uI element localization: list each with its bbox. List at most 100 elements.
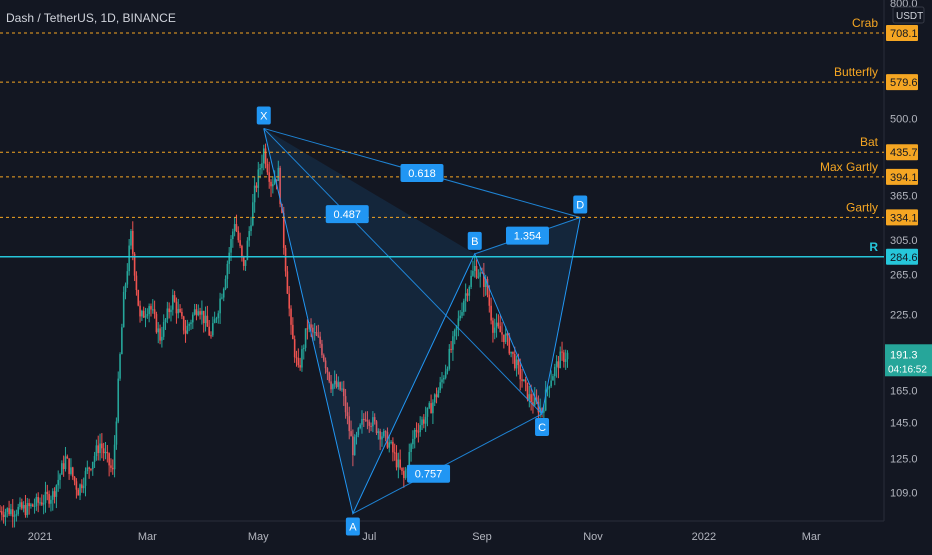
candle-body	[559, 351, 562, 369]
candle-body	[463, 300, 465, 313]
ratio-badge[interactable]	[407, 464, 451, 483]
candle-body	[175, 301, 178, 314]
candle-body	[99, 443, 101, 454]
time-tick-label: 2021	[28, 531, 52, 543]
candle-body	[530, 394, 532, 403]
pattern-point-label: C	[538, 422, 546, 434]
candle-body	[4, 511, 7, 518]
time-tick-label: Mar	[138, 531, 157, 543]
candle-body	[117, 378, 120, 422]
candle-body	[446, 368, 449, 372]
candle-body	[202, 310, 205, 324]
candle-body	[150, 306, 152, 310]
pattern-point-label: X	[260, 110, 268, 122]
pattern-point-badge[interactable]	[535, 417, 550, 436]
candle-body	[541, 408, 543, 413]
candle-body	[219, 298, 221, 314]
ratio-badge-label: 0.487	[333, 209, 361, 221]
candle-body	[439, 382, 441, 391]
candle-body	[421, 419, 423, 426]
pattern-point-badge[interactable]	[573, 195, 588, 214]
candle-body	[335, 380, 338, 387]
candle-body	[108, 453, 110, 466]
candle-body	[352, 436, 354, 456]
level-name-label: Butterfly	[834, 65, 878, 79]
ratio-badge[interactable]	[325, 205, 369, 224]
candle-body	[437, 390, 440, 398]
candle-body	[477, 276, 480, 278]
pattern-point-badge[interactable]	[467, 231, 482, 250]
candle-body	[179, 308, 181, 313]
candle-body	[550, 380, 552, 387]
candle-body	[28, 503, 30, 507]
candle-body	[268, 172, 271, 182]
candle-body	[546, 388, 549, 390]
price-tick-label: 225.0	[890, 309, 918, 321]
candle-body	[246, 240, 249, 261]
candle-body	[362, 418, 365, 420]
candle-body	[495, 322, 498, 328]
price-tick-label: 145.0	[890, 417, 918, 429]
candle-body	[444, 371, 447, 378]
candle-body	[284, 247, 287, 272]
candle-body	[121, 327, 123, 355]
candle-body	[488, 294, 491, 306]
pattern-point-badge[interactable]	[345, 517, 360, 536]
pattern-point-badge[interactable]	[256, 106, 271, 125]
level-price-tag	[886, 144, 918, 161]
candle-body	[293, 339, 296, 358]
candle-body	[543, 410, 545, 413]
ratio-line[interactable]	[352, 413, 543, 514]
candle-body	[270, 181, 272, 187]
candle-body	[301, 349, 303, 368]
candle-body	[157, 328, 160, 333]
pattern-triangle-bcd	[474, 217, 581, 414]
candle-body	[515, 359, 518, 369]
price-tick-label: 165.0	[890, 386, 918, 398]
candle-body	[428, 403, 431, 408]
candle-body	[424, 416, 427, 424]
candle-body	[282, 213, 285, 248]
candle-body	[315, 332, 318, 336]
level-price-value: 708.1	[890, 28, 918, 40]
candle-body	[355, 434, 358, 438]
candle-body	[102, 448, 105, 454]
candle-body	[441, 379, 443, 383]
ratio-badge[interactable]	[505, 226, 549, 245]
candle-body	[537, 401, 540, 413]
candle-countdown: 04:16:52	[888, 364, 927, 375]
candle-body	[124, 284, 127, 292]
candle-body	[370, 425, 372, 427]
candle-body	[273, 179, 276, 185]
candle-body	[533, 397, 536, 406]
level-name-label: Max Gartly	[820, 160, 878, 174]
currency-badge[interactable]	[892, 6, 925, 24]
candle-body	[288, 293, 291, 309]
candle-body	[242, 256, 245, 266]
candle-body	[186, 325, 189, 334]
ratio-badge-label: 1.354	[514, 231, 542, 243]
candle-body	[201, 310, 203, 315]
ratio-badge[interactable]	[400, 163, 444, 182]
candle-body	[44, 491, 47, 504]
candle-body	[68, 458, 70, 474]
candle-body	[81, 484, 83, 489]
candle-body	[208, 326, 210, 336]
candle-body	[244, 260, 247, 266]
time-tick-label: Sep	[472, 531, 492, 543]
candle-body	[423, 419, 425, 424]
candle-body	[199, 311, 201, 315]
candle-body	[168, 308, 170, 313]
candle-body	[503, 334, 505, 342]
candle-body	[253, 185, 256, 203]
candle-body	[310, 324, 312, 328]
candle-body	[552, 376, 554, 381]
candle-body	[361, 418, 363, 425]
ratio-line[interactable]	[263, 128, 543, 415]
candle-body	[55, 485, 58, 497]
candle-body	[190, 322, 192, 325]
candle-body	[184, 330, 187, 334]
candle-body	[448, 348, 451, 369]
